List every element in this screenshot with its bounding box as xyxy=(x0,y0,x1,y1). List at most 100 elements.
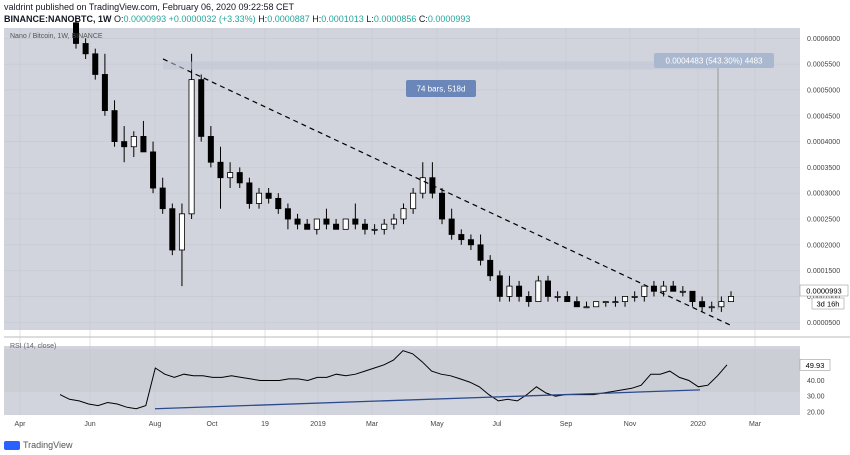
candle-body xyxy=(121,141,128,148)
rsi-tick-label: 20.00 xyxy=(807,409,825,416)
candle-body xyxy=(217,161,224,179)
candle-body xyxy=(448,218,455,235)
x-tick-label: May xyxy=(430,421,444,428)
candle-body xyxy=(419,177,426,194)
rsi-line xyxy=(59,350,728,410)
y-tick-label: 0.0005500 xyxy=(807,62,840,69)
x-tick-label: 19 xyxy=(261,421,269,428)
change-value: +0.0000032 (+3.33%) xyxy=(168,14,256,24)
candle-body xyxy=(82,43,89,55)
candle-body xyxy=(92,53,99,75)
h-value: 0.0000887 xyxy=(267,14,310,24)
candle-body xyxy=(439,192,446,220)
y-tick-label: 0.0006000 xyxy=(807,36,840,43)
candle-body xyxy=(554,296,561,298)
x-tick-label: Aug xyxy=(149,421,162,428)
candle-body xyxy=(660,285,667,292)
l-value: 0.0000856 xyxy=(373,14,417,24)
rsi-last-value: 49.93 xyxy=(806,361,825,370)
candle-body xyxy=(477,244,484,261)
candle-body xyxy=(323,218,330,225)
candle-body xyxy=(352,218,359,225)
candle-body xyxy=(583,306,590,309)
candle-body xyxy=(304,223,311,230)
candle-body xyxy=(728,296,735,303)
candle-body xyxy=(535,280,542,303)
y-tick-label: 0.0002000 xyxy=(807,242,840,249)
candle-body xyxy=(333,223,340,230)
candle-body xyxy=(381,223,388,230)
x-tick-label: 2020 xyxy=(690,421,706,428)
x-tick-label: Mar xyxy=(749,421,762,428)
candle-body xyxy=(150,151,157,189)
x-tick-label: Mar xyxy=(366,421,379,428)
rsi-last-box xyxy=(799,359,831,371)
candle-body xyxy=(573,301,580,308)
o-value: 0.0000993 xyxy=(123,14,167,24)
y-tick-label: 0.0002500 xyxy=(807,217,840,224)
candle-body xyxy=(342,218,349,230)
candle-body xyxy=(516,285,523,297)
y-tick-label: 0.0001500 xyxy=(807,268,840,275)
symbol-label: BINANCE:NANOBTC, 1W xyxy=(4,14,112,24)
h2-value: 0.0001013 xyxy=(321,14,364,24)
candle-body xyxy=(73,22,80,44)
candle-body xyxy=(544,280,551,297)
price-pane-bg xyxy=(4,28,800,330)
candle-body xyxy=(390,218,397,225)
candle-body xyxy=(622,296,629,303)
x-tick-label: Nov xyxy=(624,421,637,428)
candle-body xyxy=(410,192,417,210)
candle-body xyxy=(564,296,571,303)
candle-body xyxy=(718,301,725,308)
candle-body xyxy=(689,290,696,303)
countdown: 3d 16h xyxy=(817,300,840,309)
candle-body xyxy=(525,296,532,303)
dashed-trendline xyxy=(162,58,734,327)
footer-brand: TradingView xyxy=(23,440,73,450)
candle-body xyxy=(612,301,619,304)
chart-title: Nano / Bitcoin, 1W, BINANCE xyxy=(10,33,103,40)
rsi-tick-label: 30.00 xyxy=(807,394,825,401)
range-label: 74 bars, 518d xyxy=(417,85,466,94)
candle-body xyxy=(236,172,243,184)
candle-body xyxy=(458,234,465,241)
tradingview-logo-icon xyxy=(4,440,20,450)
candle-body xyxy=(294,218,301,225)
candle-body xyxy=(400,208,407,220)
rsi-band xyxy=(4,349,800,392)
candle-body xyxy=(313,218,320,230)
candle-body xyxy=(496,275,503,297)
candle-body xyxy=(275,197,282,210)
candle-body xyxy=(111,110,118,142)
y-tick-label: 0.0004000 xyxy=(807,139,840,146)
candle-body xyxy=(708,306,715,309)
candle-body xyxy=(101,74,108,111)
x-tick-label: Jul xyxy=(493,421,502,428)
publish-info: valdrint published on TradingView.com, F… xyxy=(4,2,850,12)
measure-label: 0.0004483 (543.30%) 4483 xyxy=(666,57,764,66)
x-tick-label: 2019 xyxy=(310,421,326,428)
y-tick-label: 0.0005000 xyxy=(807,87,840,94)
x-tick-label: Jun xyxy=(84,421,95,428)
candle-body xyxy=(487,259,494,277)
publish-text: valdrint published on TradingView.com, F… xyxy=(4,2,295,12)
measure-range xyxy=(163,61,719,70)
l-label: L: xyxy=(366,14,374,24)
footer: TradingView xyxy=(4,440,73,450)
candle-body xyxy=(506,285,513,297)
candle-body xyxy=(631,296,638,298)
rsi-title: RSI (14, close) xyxy=(10,343,56,350)
y-tick-label: 0.0004500 xyxy=(807,113,840,120)
c-value: 0.0000993 xyxy=(427,14,471,24)
candle-body xyxy=(227,172,234,179)
o-label: O: xyxy=(114,14,124,24)
candle-body xyxy=(198,79,205,137)
candle-body xyxy=(699,301,706,308)
y-tick-label: 0.0000500 xyxy=(807,320,840,327)
candle-body xyxy=(130,136,137,148)
c-label: C: xyxy=(418,14,428,24)
candle-body xyxy=(169,208,176,251)
last-price: 0.0000993 xyxy=(806,287,841,296)
